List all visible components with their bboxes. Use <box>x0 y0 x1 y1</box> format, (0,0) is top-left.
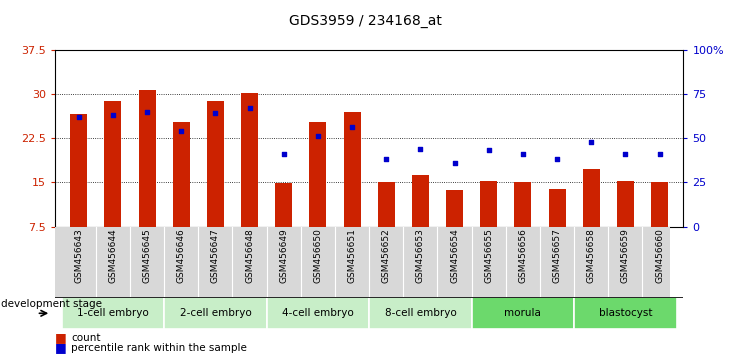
Text: GSM456645: GSM456645 <box>143 228 151 283</box>
Text: GSM456655: GSM456655 <box>484 228 493 283</box>
Bar <box>309 122 327 227</box>
Bar <box>105 102 121 227</box>
Point <box>141 109 153 114</box>
Point <box>586 139 597 144</box>
Text: GDS3959 / 234168_at: GDS3959 / 234168_at <box>289 14 442 28</box>
Point <box>346 125 358 130</box>
Text: GSM456657: GSM456657 <box>553 228 561 283</box>
Point <box>210 110 221 116</box>
Text: GSM456660: GSM456660 <box>655 228 664 283</box>
Text: GSM456643: GSM456643 <box>75 228 83 283</box>
Bar <box>574 297 677 329</box>
Point <box>278 151 289 157</box>
Bar <box>164 297 267 329</box>
Point <box>551 156 563 162</box>
Bar <box>617 181 634 227</box>
Point <box>517 151 529 157</box>
Point <box>312 133 324 139</box>
Point <box>243 105 255 111</box>
Text: GSM456659: GSM456659 <box>621 228 630 283</box>
Text: percentile rank within the sample: percentile rank within the sample <box>71 343 247 353</box>
Bar <box>471 297 574 329</box>
Text: development stage: development stage <box>1 299 102 309</box>
Text: GSM456654: GSM456654 <box>450 228 459 283</box>
Text: GSM456646: GSM456646 <box>177 228 186 283</box>
Text: 8-cell embryo: 8-cell embryo <box>385 308 456 318</box>
Bar <box>583 169 599 227</box>
Point <box>380 156 392 162</box>
Bar <box>173 121 190 227</box>
Bar <box>378 182 395 227</box>
Bar <box>369 297 471 329</box>
Text: ■: ■ <box>55 331 67 344</box>
Text: GSM456651: GSM456651 <box>347 228 357 283</box>
Point <box>73 114 85 120</box>
Text: GSM456644: GSM456644 <box>108 228 118 282</box>
Bar <box>70 114 87 227</box>
Bar <box>61 297 164 329</box>
Bar <box>139 90 156 227</box>
Point <box>414 146 426 152</box>
Text: GSM456652: GSM456652 <box>382 228 391 283</box>
Text: 2-cell embryo: 2-cell embryo <box>180 308 251 318</box>
Bar <box>412 175 429 227</box>
Text: GSM456653: GSM456653 <box>416 228 425 283</box>
Text: morula: morula <box>504 308 542 318</box>
Bar <box>651 182 668 227</box>
Text: GSM456649: GSM456649 <box>279 228 288 283</box>
Bar <box>241 93 258 227</box>
Point <box>107 112 118 118</box>
Text: ■: ■ <box>55 341 67 354</box>
Text: GSM456648: GSM456648 <box>245 228 254 283</box>
Bar <box>446 190 463 227</box>
Bar <box>275 183 292 227</box>
Point <box>175 128 187 134</box>
Point <box>620 151 632 157</box>
Text: GSM456656: GSM456656 <box>518 228 527 283</box>
Text: GSM456658: GSM456658 <box>587 228 596 283</box>
Text: 4-cell embryo: 4-cell embryo <box>282 308 354 318</box>
Point <box>449 160 461 166</box>
Text: count: count <box>71 333 100 343</box>
Point <box>654 151 665 157</box>
Point <box>483 148 495 153</box>
Text: blastocyst: blastocyst <box>599 308 652 318</box>
Bar <box>344 112 360 227</box>
Text: GSM456647: GSM456647 <box>211 228 220 283</box>
Text: GSM456650: GSM456650 <box>314 228 322 283</box>
Bar <box>267 297 369 329</box>
Bar <box>480 181 497 227</box>
Bar <box>207 101 224 227</box>
Bar <box>515 182 531 227</box>
Bar <box>548 189 566 227</box>
Text: 1-cell embryo: 1-cell embryo <box>77 308 149 318</box>
